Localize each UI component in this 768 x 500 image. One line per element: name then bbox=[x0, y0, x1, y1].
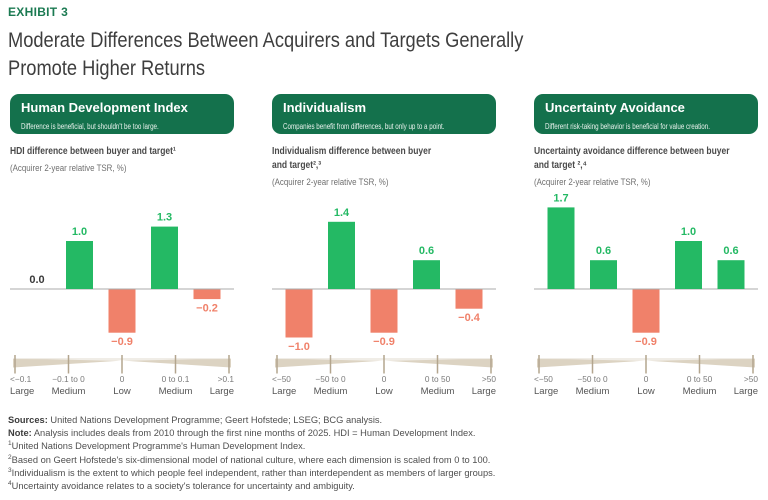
svg-text:−0.9: −0.9 bbox=[111, 336, 133, 348]
panel-header-hdi: Human Development Index Difference is be… bbox=[10, 94, 234, 134]
svg-text:Medium: Medium bbox=[52, 386, 86, 397]
svg-text:−1.0: −1.0 bbox=[288, 341, 310, 353]
chart-title-line: HDI difference between buyer and target¹ bbox=[10, 146, 176, 157]
main-title: Moderate Differences Between Acquirers a… bbox=[8, 26, 647, 82]
exhibit-label: EXHIBIT 3 bbox=[8, 5, 69, 19]
svg-text:1.0: 1.0 bbox=[72, 226, 87, 238]
chart-meta-hdi: HDI difference between buyer and target¹… bbox=[10, 144, 234, 183]
panel-header-uncertainty: Uncertainty Avoidance Different risk-tak… bbox=[534, 94, 758, 134]
chart-meta-uncertainty: Uncertainty avoidance difference between… bbox=[534, 144, 758, 187]
chart-title-line: Uncertainty avoidance difference between… bbox=[534, 146, 730, 157]
svg-text:1.0: 1.0 bbox=[681, 226, 696, 238]
svg-text:−0.1 to 0: −0.1 to 0 bbox=[52, 374, 85, 384]
chart-subtitle: (Acquirer 2-year relative TSR, %) bbox=[10, 163, 127, 173]
svg-text:1.4: 1.4 bbox=[334, 207, 350, 219]
svg-text:0.6: 0.6 bbox=[596, 245, 611, 257]
main-title-line-1: Moderate Differences Between Acquirers a… bbox=[8, 28, 524, 52]
chart-uncertainty-bars: <−50 Large −50 to 0 Medium 0 Low 0 to 50 Medium… bbox=[534, 183, 758, 401]
svg-text:<−50: <−50 bbox=[534, 374, 553, 384]
panel-tagline: Different risk-taking behavior is benefi… bbox=[545, 122, 710, 131]
svg-text:Large: Large bbox=[272, 386, 296, 397]
main-title-line-2: Promote Higher Returns bbox=[8, 56, 206, 80]
chart-individualism-bars: <−50 Large −50 to 0 Medium 0 Low 0 to 50 Medium… bbox=[272, 183, 496, 401]
panel-header-individualism: Individualism Companies benefit from dif… bbox=[272, 94, 496, 134]
svg-text:−0.4: −0.4 bbox=[458, 312, 481, 324]
svg-text:−50 to 0: −50 to 0 bbox=[577, 374, 608, 384]
footnote-2: 2Based on Geert Hofstede's six-dimension… bbox=[8, 453, 491, 465]
footnotes: Sources: United Nations Development Prog… bbox=[8, 414, 760, 493]
svg-text:−0.2: −0.2 bbox=[196, 303, 218, 315]
panel-individualism: Individualism Companies benefit from dif… bbox=[272, 94, 496, 401]
svg-text:−0.9: −0.9 bbox=[373, 336, 395, 348]
svg-text:<−50: <−50 bbox=[272, 374, 291, 384]
svg-text:−50 to 0: −50 to 0 bbox=[315, 374, 346, 384]
panel-uncertainty-avoidance: Uncertainty Avoidance Different risk-tak… bbox=[534, 94, 758, 401]
svg-text:0.6: 0.6 bbox=[723, 245, 738, 257]
panel-title: Uncertainty Avoidance bbox=[545, 100, 685, 115]
svg-text:Large: Large bbox=[734, 386, 758, 397]
panels-row: Human Development Index Difference is be… bbox=[8, 94, 760, 401]
svg-text:Large: Large bbox=[10, 386, 34, 397]
svg-text:0: 0 bbox=[644, 374, 649, 384]
footnote-note: Note: Analysis includes deals from 2010 … bbox=[8, 428, 476, 439]
panel-title: Human Development Index bbox=[21, 100, 188, 115]
panel-human-development-index: Human Development Index Difference is be… bbox=[10, 94, 234, 401]
chart-subtitle: (Acquirer 2-year relative TSR, %) bbox=[534, 177, 651, 187]
svg-text:1.7: 1.7 bbox=[553, 192, 568, 204]
chart-title-line: and target ²,⁴ bbox=[534, 160, 587, 171]
footnote-1: 1United Nations Development Programme's … bbox=[8, 440, 306, 452]
svg-text:Low: Low bbox=[113, 386, 131, 397]
svg-text:0.6: 0.6 bbox=[419, 245, 434, 257]
svg-text:Large: Large bbox=[210, 386, 234, 397]
panel-tagline: Companies benefit from differences, but … bbox=[283, 122, 445, 131]
svg-text:Low: Low bbox=[637, 386, 655, 397]
svg-text:−0.9: −0.9 bbox=[635, 336, 657, 348]
svg-text:>50: >50 bbox=[744, 374, 758, 384]
footnote-3: 3Individualism is the extent to which pe… bbox=[8, 466, 496, 478]
svg-text:Low: Low bbox=[375, 386, 393, 397]
chart-meta-individualism: Individualism difference between buyer a… bbox=[272, 144, 496, 187]
svg-text:Large: Large bbox=[472, 386, 496, 397]
panel-tagline: Difference is beneficial, but shouldn't … bbox=[21, 122, 159, 131]
chart-subtitle: (Acquirer 2-year relative TSR, %) bbox=[272, 177, 389, 187]
svg-text:>50: >50 bbox=[482, 374, 496, 384]
svg-text:>0.1: >0.1 bbox=[218, 374, 235, 384]
svg-text:0: 0 bbox=[382, 374, 387, 384]
svg-text:0 to 50: 0 to 50 bbox=[687, 374, 713, 384]
svg-text:Medium: Medium bbox=[159, 386, 193, 397]
svg-text:0 to 0.1: 0 to 0.1 bbox=[162, 374, 190, 384]
svg-text:0.0: 0.0 bbox=[29, 274, 44, 286]
chart-hdi-bars: <−0.1 Large −0.1 to 0 Medium 0 Low 0 to 0.1 Med… bbox=[10, 183, 234, 401]
svg-text:Medium: Medium bbox=[683, 386, 717, 397]
svg-text:<−0.1: <−0.1 bbox=[10, 374, 32, 384]
footnote-4: 4Uncertainty avoidance relates to a soci… bbox=[8, 479, 355, 492]
svg-text:Medium: Medium bbox=[421, 386, 455, 397]
svg-text:Medium: Medium bbox=[314, 386, 348, 397]
svg-text:0: 0 bbox=[120, 374, 125, 384]
svg-text:1.3: 1.3 bbox=[157, 212, 172, 224]
panel-title: Individualism bbox=[283, 100, 367, 115]
chart-title-line: Individualism difference between buyer bbox=[272, 146, 432, 157]
svg-text:Medium: Medium bbox=[576, 386, 610, 397]
svg-text:0 to 50: 0 to 50 bbox=[425, 374, 451, 384]
footnote-sources: Sources: United Nations Development Prog… bbox=[8, 415, 383, 425]
svg-text:Large: Large bbox=[534, 386, 558, 397]
chart-title-line: and target²,³ bbox=[272, 160, 322, 171]
